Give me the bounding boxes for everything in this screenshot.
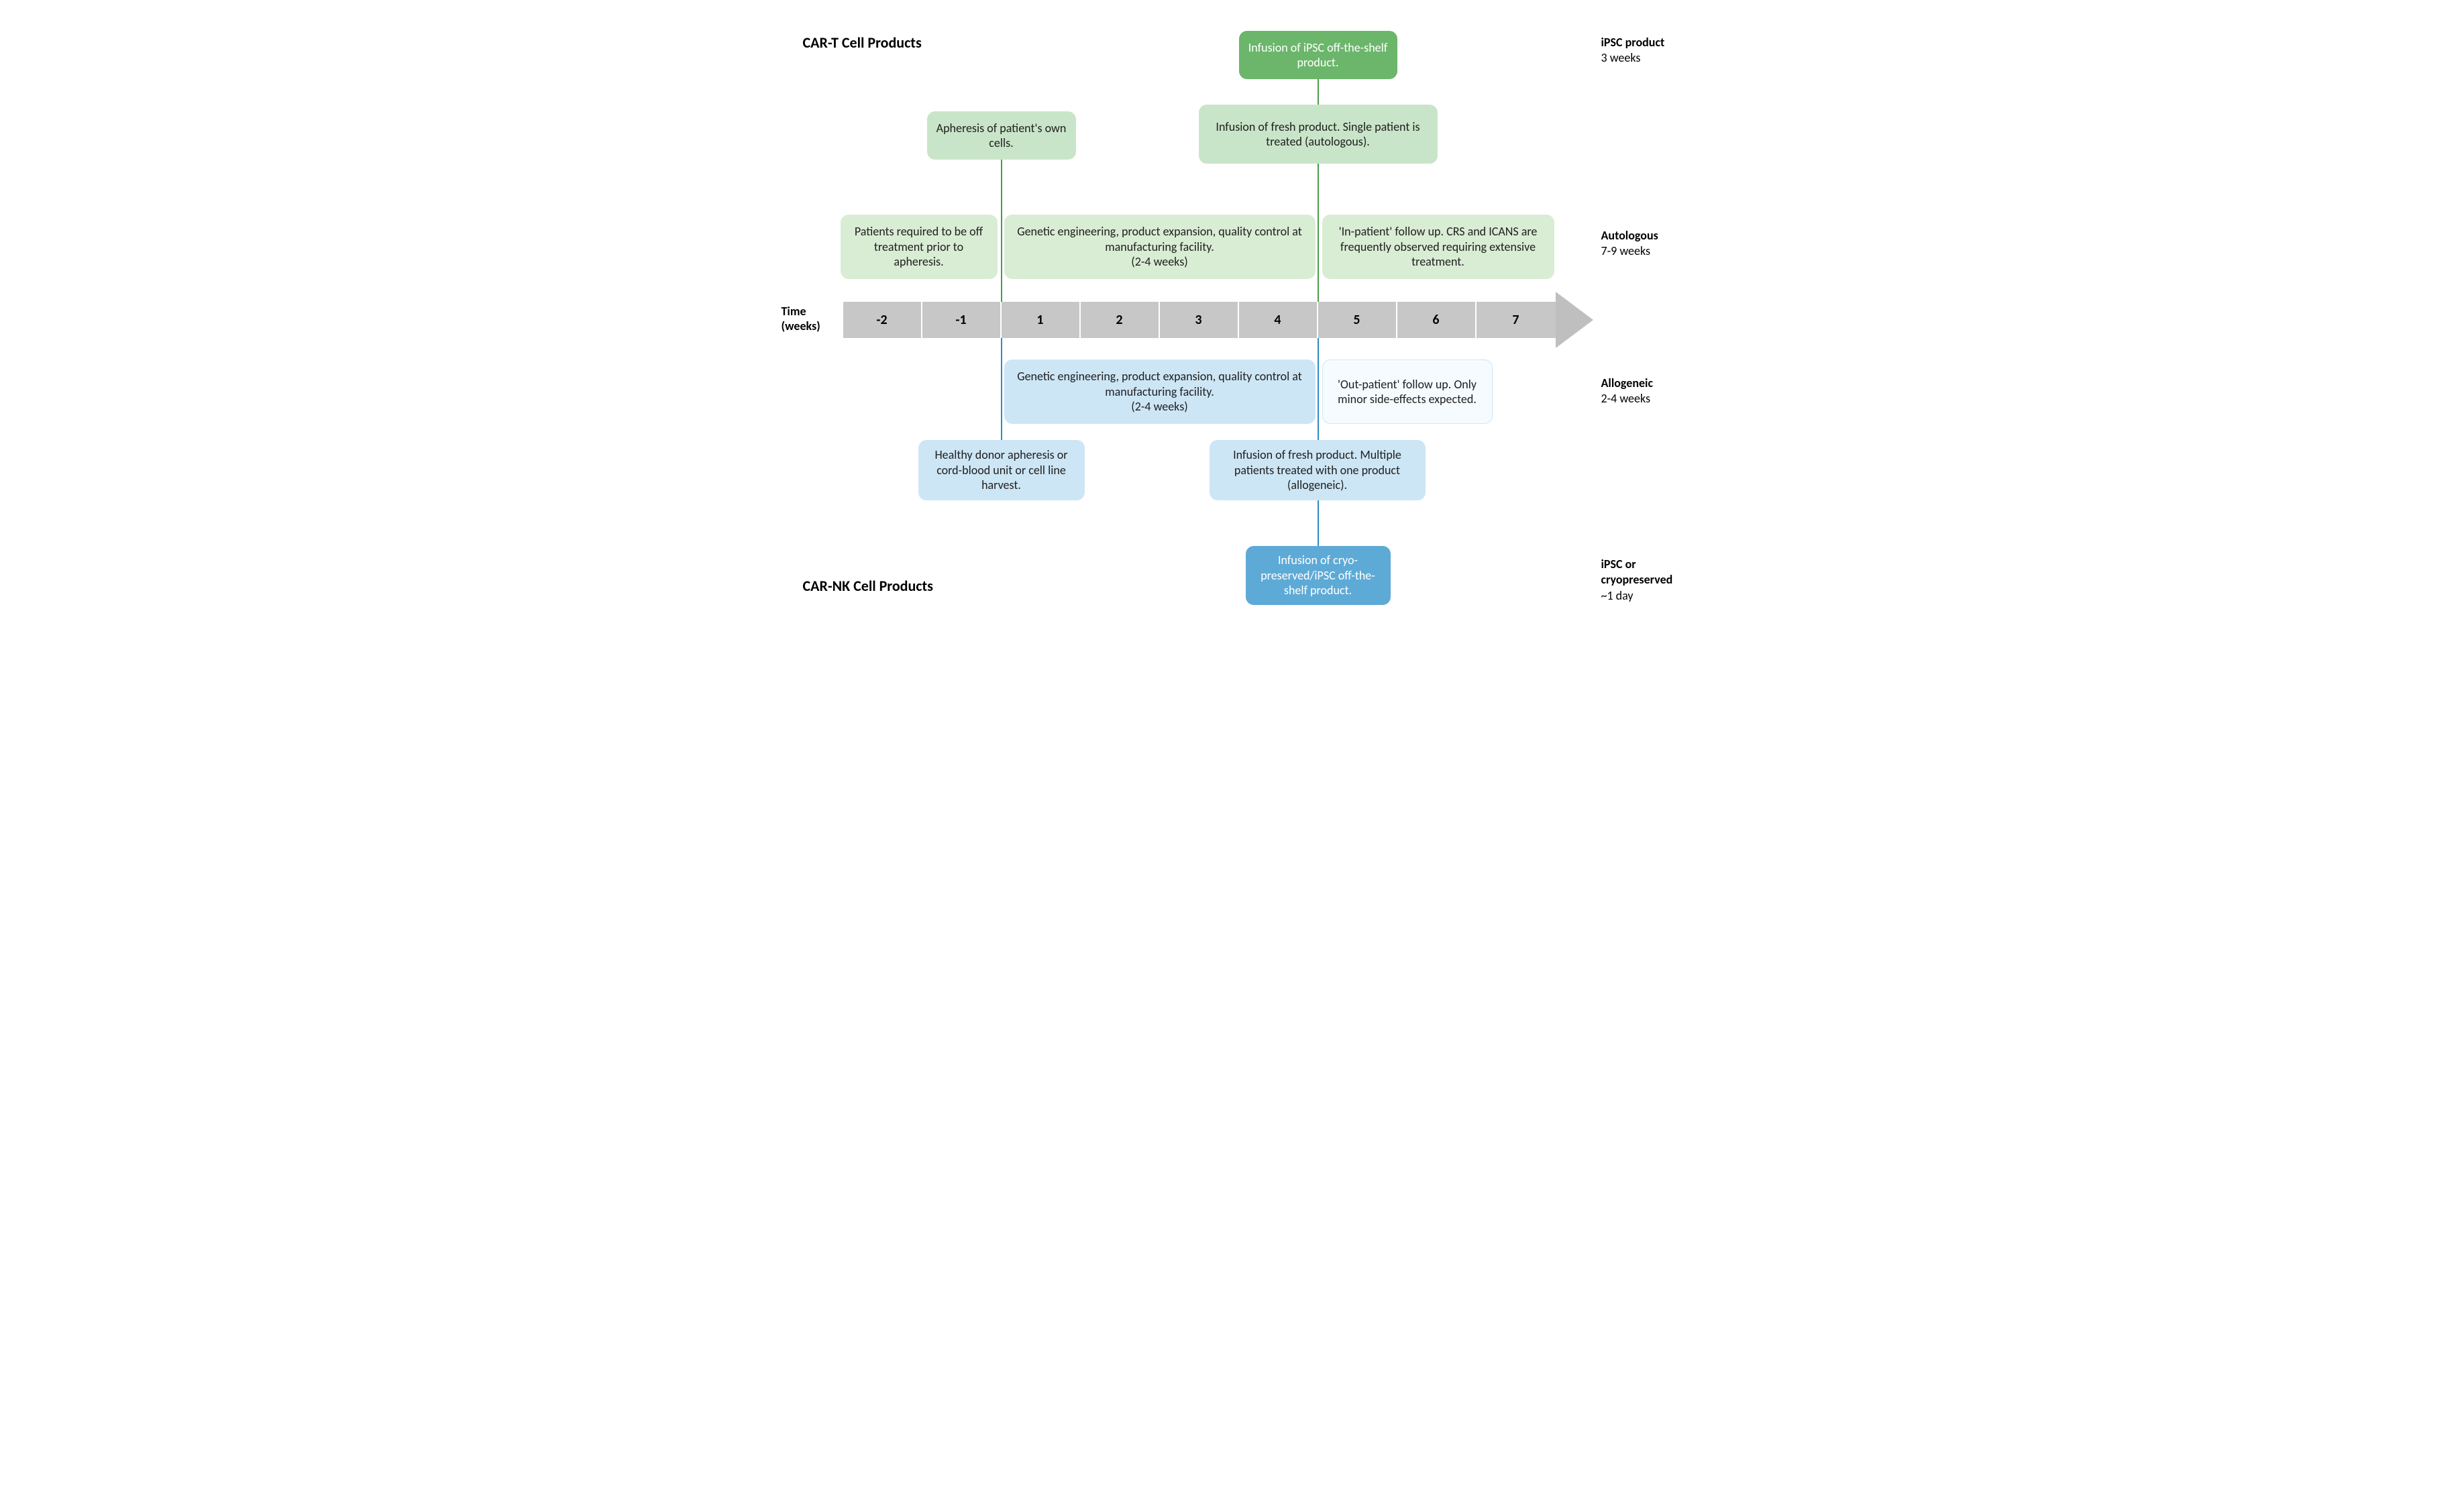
box-allogeneic-infusion-text: Infusion of fresh product. Multiple pati… bbox=[1219, 447, 1416, 493]
box-donor: Healthy donor apheresis or cord-blood un… bbox=[918, 440, 1085, 500]
box-ipsc-blue: Infusion of cryo-preserved/iPSC off-the-… bbox=[1246, 546, 1391, 605]
side-allogeneic-bold: Allogeneic bbox=[1601, 376, 1654, 390]
side-ipsc-bottom-bold: iPSC or cryopreserved bbox=[1601, 557, 1673, 587]
side-ipsc-top-bold: iPSC product bbox=[1601, 35, 1665, 50]
timeline-cell: 1 bbox=[1002, 302, 1081, 338]
timeline-cell: -2 bbox=[843, 302, 922, 338]
timeline-cell: 2 bbox=[1081, 302, 1160, 338]
timeline-cell: -1 bbox=[922, 302, 1002, 338]
side-allogeneic: Allogeneic 2-4 weeks bbox=[1601, 376, 1654, 407]
box-apheresis: Apheresis of patient's own cells. bbox=[927, 111, 1076, 160]
box-manufacturing-green: Genetic engineering, product expansion, … bbox=[1004, 215, 1316, 279]
timeline-bar: -2-11234567 bbox=[843, 302, 1556, 338]
timeline-cell: 3 bbox=[1160, 302, 1239, 338]
side-ipsc-top-sub: 3 weeks bbox=[1601, 50, 1641, 65]
box-off-treatment-text: Patients required to be off treatment pr… bbox=[850, 224, 988, 270]
side-autologous-bold: Autologous bbox=[1601, 228, 1658, 243]
car-timeline-diagram: CAR-T Cell Products CAR-NK Cell Products… bbox=[769, 27, 1695, 630]
box-allogeneic-infusion: Infusion of fresh product. Multiple pati… bbox=[1210, 440, 1426, 500]
box-manufacturing-blue: Genetic engineering, product expansion, … bbox=[1004, 360, 1316, 424]
box-manufacturing-blue-text: Genetic engineering, product expansion, … bbox=[1014, 369, 1306, 414]
box-followup-green: 'In-patient' follow up. CRS and ICANS ar… bbox=[1322, 215, 1554, 279]
vline-green-infusion bbox=[1318, 47, 1319, 302]
side-ipsc-top: iPSC product 3 weeks bbox=[1601, 35, 1665, 66]
timeline-cell: 7 bbox=[1477, 302, 1556, 338]
side-ipsc-bottom-sub: ~1 day bbox=[1601, 588, 1633, 603]
timeline-cell: 5 bbox=[1318, 302, 1397, 338]
title-car-nk: CAR-NK Cell Products bbox=[803, 577, 933, 595]
box-off-treatment: Patients required to be off treatment pr… bbox=[841, 215, 998, 279]
box-apheresis-text: Apheresis of patient's own cells. bbox=[936, 121, 1067, 151]
box-autologous-infusion-text: Infusion of fresh product. Single patien… bbox=[1208, 119, 1428, 150]
box-ipsc-green: Infusion of iPSC off-the-shelf product. bbox=[1239, 31, 1397, 79]
box-autologous-infusion: Infusion of fresh product. Single patien… bbox=[1199, 105, 1438, 164]
side-ipsc-bottom: iPSC or cryopreserved ~1 day bbox=[1601, 557, 1695, 604]
box-followup-blue-text: 'Out-patient' follow up. Only minor side… bbox=[1332, 377, 1483, 407]
timeline-cell: 4 bbox=[1239, 302, 1318, 338]
timeline-arrowhead bbox=[1556, 292, 1593, 348]
axis-label: Time (weeks) bbox=[782, 305, 820, 333]
box-followup-green-text: 'In-patient' follow up. CRS and ICANS ar… bbox=[1332, 224, 1545, 270]
box-donor-text: Healthy donor apheresis or cord-blood un… bbox=[928, 447, 1075, 493]
side-allogeneic-sub: 2-4 weeks bbox=[1601, 391, 1651, 406]
title-car-t: CAR-T Cell Products bbox=[803, 34, 922, 52]
side-autologous: Autologous 7-9 weeks bbox=[1601, 228, 1658, 260]
box-manufacturing-green-text: Genetic engineering, product expansion, … bbox=[1014, 224, 1306, 270]
timeline-cell: 6 bbox=[1397, 302, 1477, 338]
box-ipsc-blue-text: Infusion of cryo-preserved/iPSC off-the-… bbox=[1255, 553, 1381, 598]
side-autologous-sub: 7-9 weeks bbox=[1601, 243, 1651, 258]
box-followup-blue: 'Out-patient' follow up. Only minor side… bbox=[1322, 360, 1493, 424]
box-ipsc-green-text: Infusion of iPSC off-the-shelf product. bbox=[1248, 40, 1388, 70]
